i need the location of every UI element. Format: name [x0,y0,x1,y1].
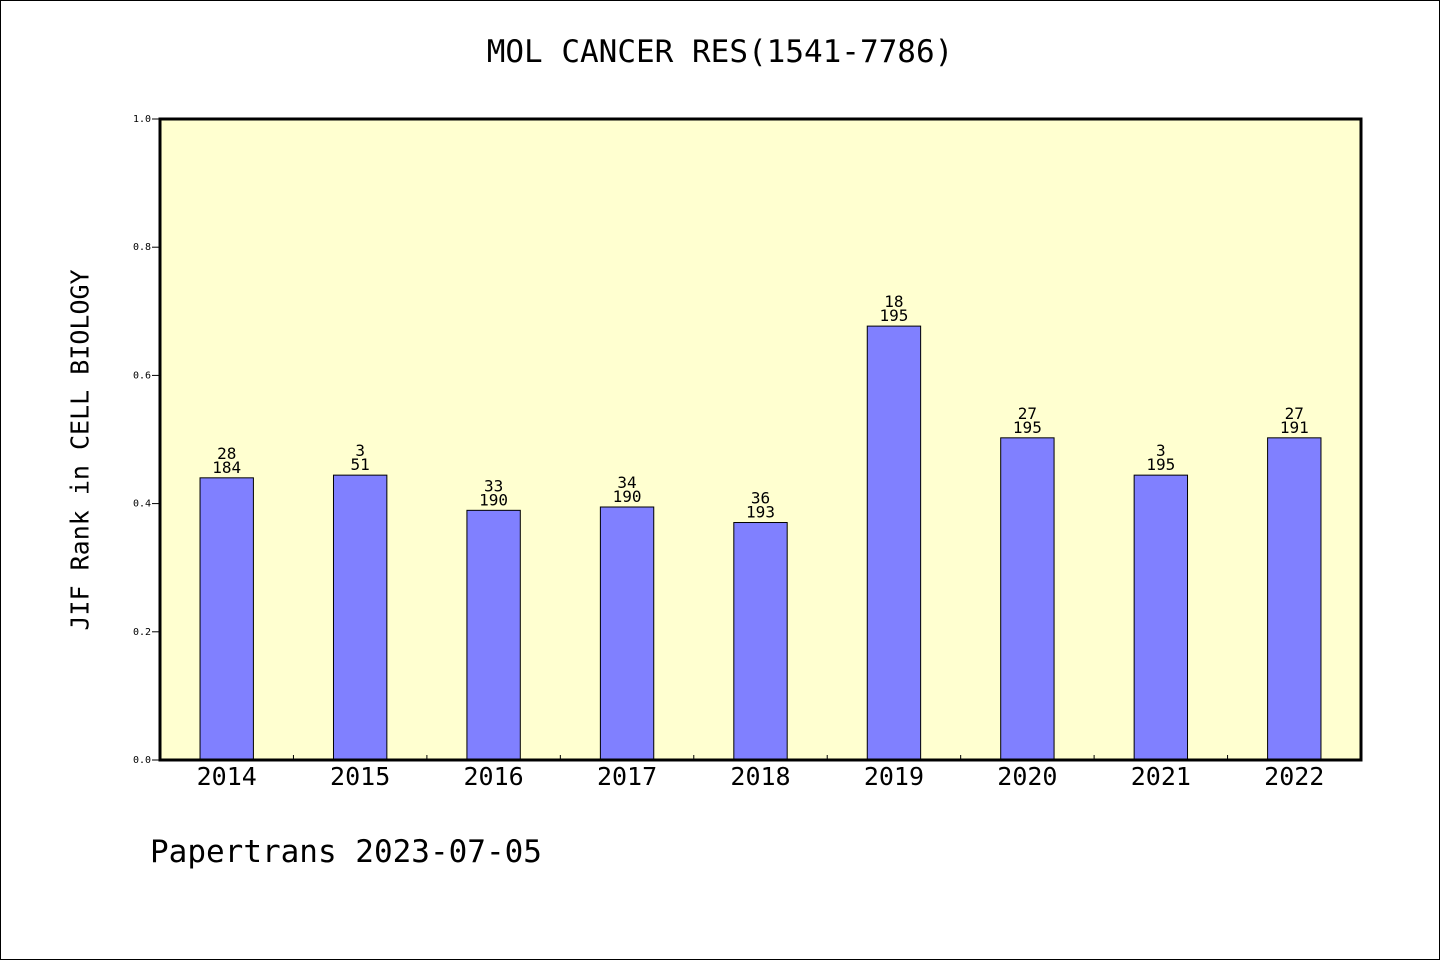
x-tick-label-2016: 2016 [464,762,524,791]
data-label-rank-2017: 34 [617,473,636,492]
bar-2014 [199,477,254,761]
data-label-rank-2018: 36 [751,489,770,508]
x-tick-label-2019: 2019 [864,762,924,791]
data-label-total-2014: 184 [212,458,241,477]
data-label-rank-2016: 33 [484,476,503,495]
bar-2019 [866,325,922,761]
bar-2021 [1133,474,1189,761]
x-axis: 2014 2015 2016 2017 2018 2019 2020 2021 2022 [197,755,1324,791]
data-label-rank-2019: 18 [884,292,903,311]
bar-2018 [733,522,788,761]
x-tick-label-2015: 2015 [330,762,390,791]
y-tick-label-0.8: 0.8 [133,242,151,253]
footer-text: Papertrans 2023-07-05 [150,834,542,870]
bar-2017 [599,506,655,761]
x-tick-label-2020: 2020 [997,762,1057,791]
y-tick-label-0.6: 0.6 [133,370,151,381]
x-tick-label-2017: 2017 [597,762,657,791]
y-tick-label-1.0: 1.0 [133,114,151,125]
data-label-rank-2021: 3 [1156,441,1166,460]
data-label-rank-2015: 3 [355,441,365,460]
data-label-rank-2022: 27 [1285,404,1304,423]
bar-2020 [1000,437,1055,761]
x-tick-label-2014: 2014 [197,762,257,791]
data-label-total-2016: 190 [479,490,508,509]
x-tick-label-2022: 2022 [1264,762,1324,791]
data-label-rank-2020: 27 [1018,404,1037,423]
data-label-rank-2014: 28 [217,444,236,463]
data-label-total-2019: 195 [879,306,908,325]
bar-2022 [1267,437,1322,761]
y-tick-label-0.4: 0.4 [133,499,151,510]
y-tick-label-0.0: 0.0 [133,755,151,766]
y-tick-label-0.2: 0.2 [133,627,151,638]
data-label-total-2021: 195 [1146,455,1175,474]
y-axis-label: JIF Rank in CELL BIOLOGY [65,269,95,631]
chart-title: MOL CANCER RES(1541-7786) [486,34,954,70]
bar-2015 [332,474,388,761]
bars-layer [199,325,1322,761]
data-label-total-2015: 51 [351,455,370,474]
bar-2016 [466,509,521,761]
data-label-total-2020: 195 [1013,418,1042,437]
plot-border [158,117,1363,762]
data-label-total-2017: 190 [613,487,642,506]
data-label-total-2022: 191 [1280,418,1309,437]
x-tick-label-2021: 2021 [1131,762,1191,791]
y-axis: 0.0 0.2 0.4 0.6 0.8 1.0 [133,114,160,766]
x-tick-label-2018: 2018 [730,762,790,791]
data-label-total-2018: 193 [746,503,775,522]
